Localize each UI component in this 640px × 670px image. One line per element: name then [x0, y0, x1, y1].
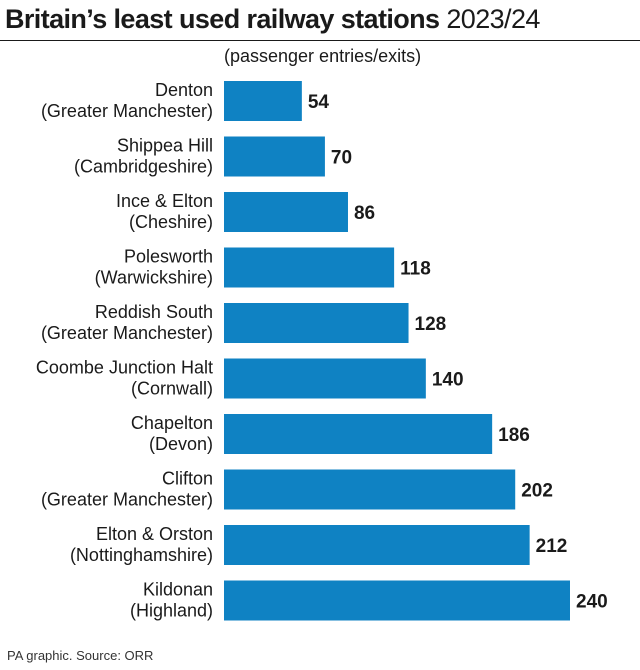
category-label-region: (Highland) — [130, 601, 213, 621]
category-label-station: Ince & Elton — [116, 191, 213, 211]
category-label-station: Coombe Junction Halt — [36, 358, 213, 378]
category-label-region: (Greater Manchester) — [41, 490, 213, 510]
data-label: 86 — [354, 203, 375, 224]
data-label: 70 — [331, 148, 352, 169]
category-label-station: Chapelton — [131, 413, 213, 433]
data-label: 118 — [400, 259, 431, 280]
chart-subtitle: (passenger entries/exits) — [224, 46, 422, 66]
category-label-region: (Warwickshire) — [95, 268, 213, 288]
category-label-station: Reddish South — [95, 302, 213, 322]
data-label: 128 — [415, 314, 447, 335]
category-label-region: (Cambridgeshire) — [74, 157, 213, 177]
category-label-station: Denton — [155, 80, 213, 100]
chart-title: Britain’s least used railway stations 20… — [5, 4, 540, 35]
category-label-region: (Devon) — [149, 434, 213, 454]
bar — [224, 81, 302, 121]
chart-title-text: Britain’s least used railway stations — [5, 4, 440, 34]
source-note: PA graphic. Source: ORR — [7, 648, 154, 663]
category-label-region: (Greater Manchester) — [41, 323, 213, 343]
chart-title-year: 2023/24 — [446, 4, 540, 34]
data-label: 202 — [521, 481, 553, 502]
category-label-station: Clifton — [162, 469, 213, 489]
category-label-station: Polesworth — [124, 247, 213, 267]
category-label-station: Shippea Hill — [117, 136, 213, 156]
category-label-station: Elton & Orston — [96, 524, 213, 544]
bar — [224, 525, 530, 565]
data-label: 54 — [308, 92, 330, 113]
category-label-region: (Nottinghamshire) — [70, 545, 213, 565]
category-label-region: (Cornwall) — [131, 379, 213, 399]
category-label-station: Kildonan — [143, 580, 213, 600]
bar — [224, 469, 516, 510]
title-divider — [0, 40, 640, 41]
bar — [224, 580, 570, 621]
data-label: 140 — [432, 370, 464, 391]
bar — [224, 358, 426, 399]
category-label-region: (Greater Manchester) — [41, 101, 213, 121]
data-label: 240 — [576, 592, 608, 613]
category-label-region: (Cheshire) — [129, 212, 213, 232]
bar — [224, 136, 325, 177]
bar — [224, 303, 409, 343]
bar — [224, 414, 493, 454]
data-label: 212 — [536, 536, 568, 557]
bar — [224, 192, 348, 232]
bar — [224, 247, 395, 288]
data-label: 186 — [498, 425, 530, 446]
